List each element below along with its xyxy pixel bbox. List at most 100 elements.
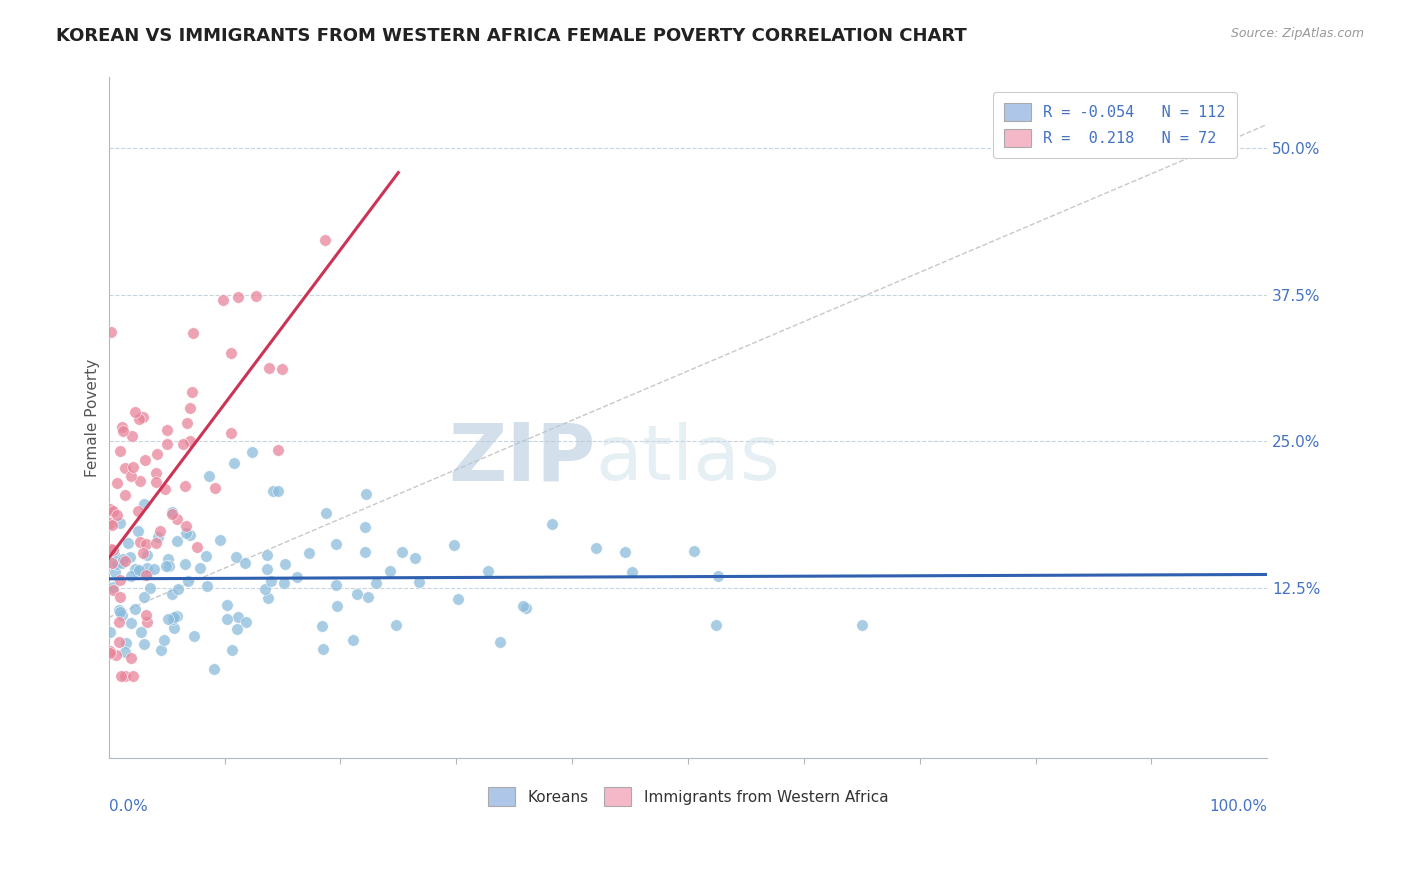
Point	[157, 551, 180, 566]
Point	[98, 625, 121, 640]
Point	[177, 574, 200, 589]
Point	[226, 622, 249, 636]
Point	[186, 540, 208, 554]
Point	[179, 401, 201, 415]
Point	[257, 361, 280, 376]
Point	[155, 482, 177, 496]
Point	[233, 556, 256, 570]
Point	[443, 538, 465, 552]
Point	[132, 546, 155, 560]
Point	[108, 590, 131, 604]
Text: 0.0%: 0.0%	[108, 799, 148, 814]
Point	[124, 405, 146, 419]
Point	[157, 558, 180, 573]
Point	[614, 544, 637, 558]
Point	[104, 565, 127, 579]
Point	[512, 599, 534, 613]
Point	[121, 429, 143, 443]
Point	[155, 558, 177, 573]
Point	[134, 497, 156, 511]
Point	[136, 548, 159, 562]
Text: atlas: atlas	[595, 422, 780, 496]
Point	[105, 508, 128, 522]
Point	[256, 562, 278, 576]
Point	[172, 437, 194, 451]
Point	[190, 561, 212, 575]
Point	[219, 425, 242, 440]
Point	[346, 587, 368, 601]
Point	[114, 554, 136, 568]
Point	[198, 468, 221, 483]
Point	[110, 669, 132, 683]
Text: KOREAN VS IMMIGRANTS FROM WESTERN AFRICA FEMALE POVERTY CORRELATION CHART: KOREAN VS IMMIGRANTS FROM WESTERN AFRICA…	[56, 27, 967, 45]
Point	[240, 444, 263, 458]
Point	[110, 516, 132, 530]
Point	[101, 557, 124, 571]
Point	[124, 602, 146, 616]
Point	[145, 447, 167, 461]
Point	[391, 544, 413, 558]
Point	[108, 573, 131, 587]
Point	[267, 483, 290, 498]
Point	[160, 505, 183, 519]
Point	[851, 618, 873, 632]
Point	[477, 564, 499, 578]
Point	[364, 576, 387, 591]
Point	[354, 487, 377, 501]
Point	[342, 632, 364, 647]
Point	[108, 605, 131, 619]
Point	[114, 488, 136, 502]
Point	[105, 476, 128, 491]
Point	[260, 574, 283, 589]
Point	[98, 646, 121, 660]
Point	[174, 479, 197, 493]
Point	[166, 609, 188, 624]
Point	[122, 460, 145, 475]
Point	[489, 635, 512, 649]
Point	[115, 635, 138, 649]
Point	[357, 590, 380, 604]
Point	[135, 561, 157, 575]
Point	[162, 621, 184, 635]
Point	[127, 504, 149, 518]
Point	[183, 629, 205, 643]
Point	[166, 511, 188, 525]
Point	[253, 582, 276, 596]
Point	[194, 549, 217, 563]
Point	[262, 484, 284, 499]
Point	[101, 518, 124, 533]
Point	[111, 419, 134, 434]
Point	[124, 562, 146, 576]
Point	[163, 610, 186, 624]
Point	[136, 615, 159, 629]
Point	[120, 616, 142, 631]
Point	[111, 556, 134, 570]
Point	[311, 642, 333, 657]
Point	[101, 556, 124, 570]
Point	[128, 535, 150, 549]
Point	[174, 557, 197, 571]
Point	[132, 590, 155, 604]
Point	[103, 542, 125, 557]
Point	[298, 546, 321, 560]
Point	[149, 524, 172, 538]
Point	[128, 412, 150, 426]
Point	[152, 632, 174, 647]
Point	[139, 581, 162, 595]
Point	[127, 566, 149, 580]
Point	[257, 591, 280, 605]
Point	[325, 577, 347, 591]
Point	[271, 361, 294, 376]
Point	[179, 434, 201, 448]
Point	[315, 506, 337, 520]
Point	[704, 618, 727, 632]
Point	[142, 562, 165, 576]
Point	[256, 549, 278, 563]
Point	[311, 619, 333, 633]
Point	[162, 612, 184, 626]
Point	[219, 346, 242, 360]
Point	[135, 537, 157, 551]
Point	[245, 289, 267, 303]
Point	[683, 544, 706, 558]
Point	[156, 437, 179, 451]
